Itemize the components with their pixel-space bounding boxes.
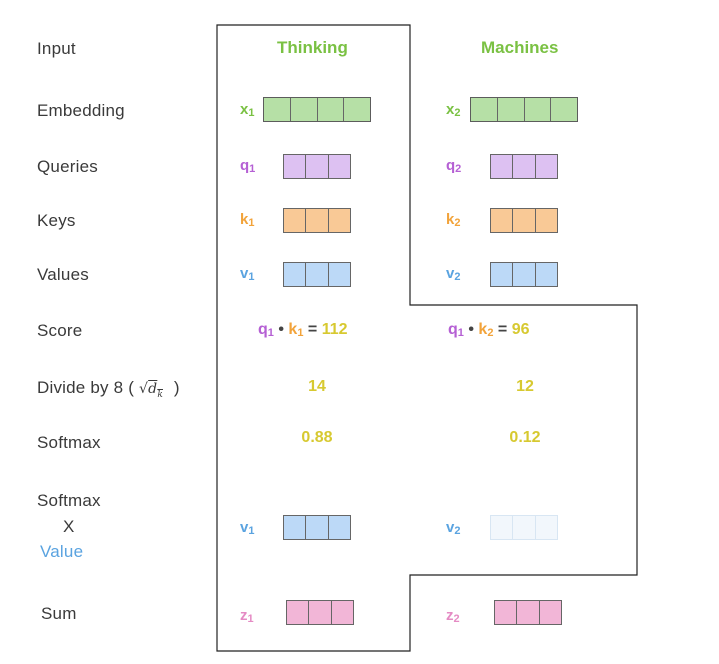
score-2: q1 • k2 = 96 <box>448 321 530 339</box>
divided-score-2: 12 <box>516 378 534 395</box>
row-label-embedding: Embedding <box>37 101 125 120</box>
row-label-input: Input <box>37 39 76 58</box>
var-x1: x1 <box>240 101 255 119</box>
row-label-values: Values <box>37 265 89 284</box>
key-vector-k2 <box>490 208 558 233</box>
divided-score-1: 14 <box>308 378 326 395</box>
divide-text: Divide by 8 ( <box>37 378 135 397</box>
var-v1: v1 <box>240 265 255 283</box>
row-label-softmax: Softmax <box>37 433 101 452</box>
sqrt-dk-formula: √dk <box>139 381 163 400</box>
weighted-value-vector-v1 <box>283 515 351 540</box>
row-label-softmax-x-value-3: Value <box>40 542 84 561</box>
output-vector-z1 <box>286 600 354 625</box>
var-x2: x2 <box>446 101 461 119</box>
embedding-vector-x2 <box>470 97 578 122</box>
query-vector-q1 <box>283 154 351 179</box>
var-z1: z1 <box>240 607 254 625</box>
row-label-sum: Sum <box>41 604 77 623</box>
score-1: q1 • k1 = 112 <box>258 321 348 339</box>
embedding-vector-x1 <box>263 97 371 122</box>
output-vector-z2 <box>494 600 562 625</box>
value-vector-v2 <box>490 262 558 287</box>
var-k1: k1 <box>240 211 255 229</box>
var-z2: z2 <box>446 607 460 625</box>
query-vector-q2 <box>490 154 558 179</box>
thinking-outline <box>216 24 638 652</box>
softmax-2: 0.12 <box>509 429 541 446</box>
var-q2: q2 <box>446 157 462 175</box>
word-thinking: Thinking <box>277 38 348 57</box>
var-v2-weighted: v2 <box>446 519 461 537</box>
key-vector-k1 <box>283 208 351 233</box>
weighted-value-vector-v2 <box>490 515 558 540</box>
var-v1-weighted: v1 <box>240 519 255 537</box>
var-v2: v2 <box>446 265 461 283</box>
row-label-divide: Divide by 8 ( √dk ) <box>37 378 180 400</box>
row-label-keys: Keys <box>37 211 76 230</box>
row-label-queries: Queries <box>37 157 98 176</box>
divide-close: ) <box>173 378 180 397</box>
row-label-softmax-x-value-2: X <box>63 517 75 536</box>
row-label-score: Score <box>37 321 83 340</box>
softmax-1: 0.88 <box>301 429 333 446</box>
word-machines: Machines <box>481 38 559 57</box>
value-vector-v1 <box>283 262 351 287</box>
var-q1: q1 <box>240 157 256 175</box>
var-k2: k2 <box>446 211 461 229</box>
row-label-softmax-x-value-1: Softmax <box>37 491 101 510</box>
